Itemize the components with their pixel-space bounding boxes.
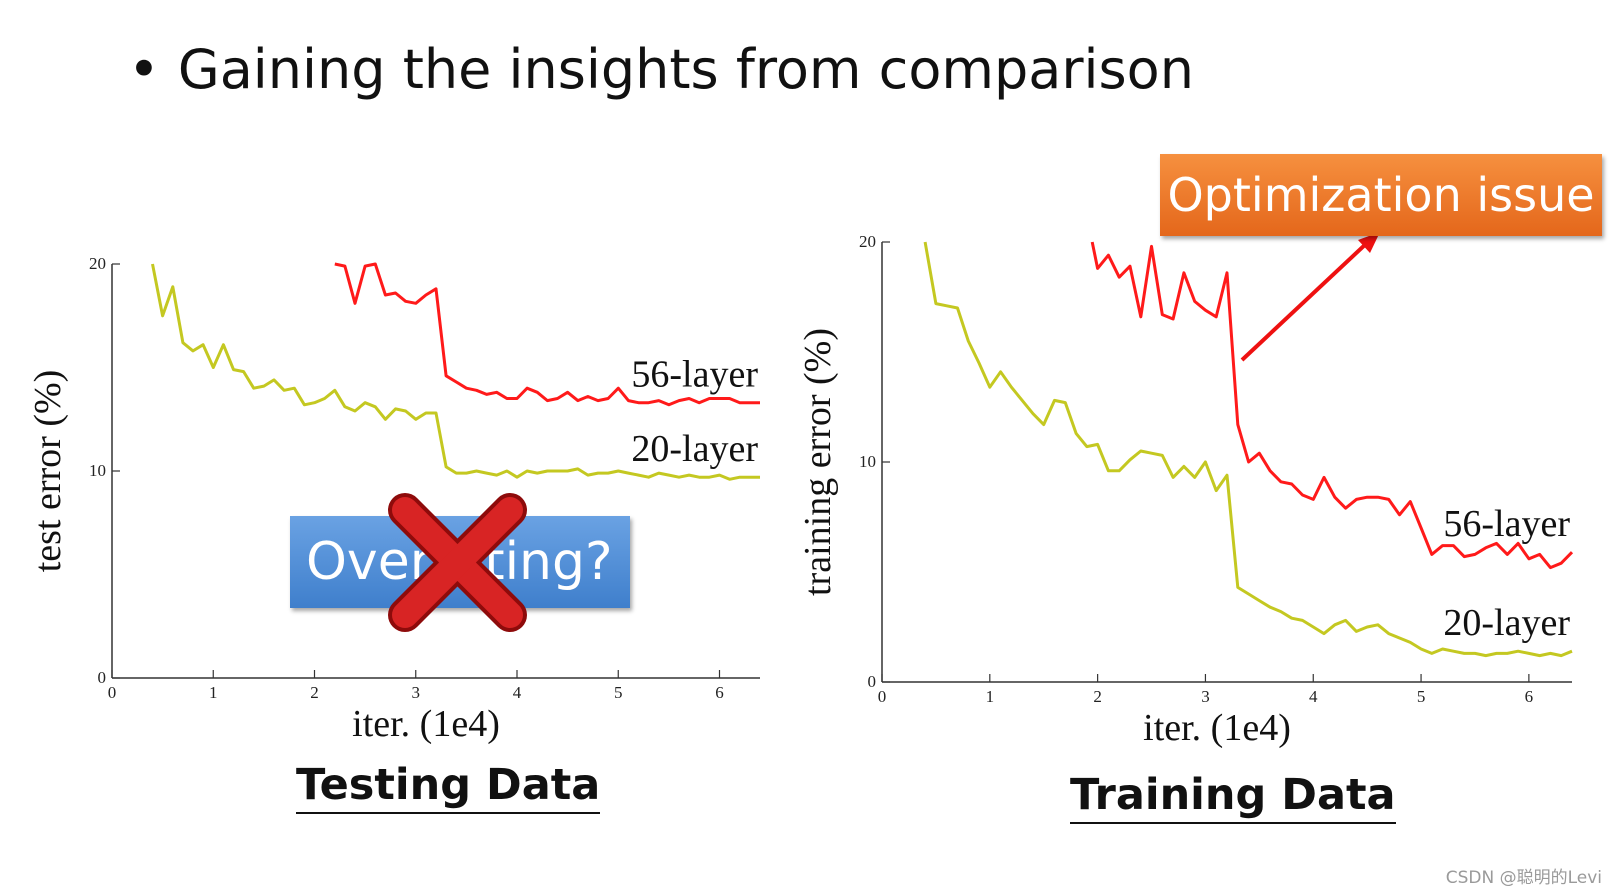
x-axis-label: iter. (1e4) [1143, 707, 1291, 749]
series-label-56-layer: 56-layer [1443, 503, 1570, 545]
callout-text: Optimization issue [1167, 168, 1595, 222]
x-tick-label: 2 [310, 683, 319, 702]
x-tick-label: 3 [412, 683, 421, 702]
x-tick-label: 6 [715, 683, 724, 702]
x-axis-label: iter. (1e4) [352, 703, 500, 745]
x-tick-label: 1 [986, 687, 995, 706]
series-label-20-layer: 20-layer [631, 428, 758, 470]
x-tick-label: 0 [108, 683, 117, 702]
training-data-caption: Training Data [1070, 770, 1396, 824]
series-line-56-layer [1090, 241, 1574, 570]
y-axis-label: training error (%) [797, 328, 839, 596]
series-line-56-layer [334, 262, 760, 407]
y-tick-label: 0 [98, 668, 107, 687]
y-tick-label: 20 [859, 232, 876, 251]
x-tick-label: 5 [1417, 687, 1426, 706]
slide-title-text: Gaining the insights from comparison [177, 38, 1194, 101]
series-line-20-layer [923, 241, 1573, 658]
y-tick-label: 20 [89, 254, 106, 273]
series-label-56-layer: 56-layer [631, 354, 758, 396]
y-tick-label: 0 [868, 672, 877, 691]
x-tick-label: 2 [1093, 687, 1102, 706]
y-tick-label: 10 [859, 452, 876, 471]
x-tick-label: 5 [614, 683, 623, 702]
slide-title: • Gaining the insights from comparison [128, 38, 1194, 101]
x-tick-label: 0 [878, 687, 887, 706]
x-tick-label: 1 [209, 683, 218, 702]
callout-arrow-head [1358, 232, 1380, 253]
x-tick-label: 3 [1201, 687, 1210, 706]
series-line-20-layer [151, 263, 760, 481]
series-label-20-layer: 20-layer [1443, 602, 1570, 644]
red-cross-icon [388, 493, 527, 632]
x-tick-label: 4 [513, 683, 522, 702]
y-tick-label: 10 [89, 461, 106, 480]
testing-data-caption: Testing Data [296, 760, 601, 814]
x-tick-label: 4 [1309, 687, 1318, 706]
bullet-dot: • [128, 38, 160, 101]
watermark: CSDN @聪明的Levi [1445, 868, 1602, 888]
y-axis-label: test error (%) [27, 370, 69, 573]
x-tick-label: 6 [1525, 687, 1534, 706]
callout-arrow-line [1240, 240, 1370, 362]
optimization-issue-callout: Optimization issue [1160, 154, 1602, 236]
